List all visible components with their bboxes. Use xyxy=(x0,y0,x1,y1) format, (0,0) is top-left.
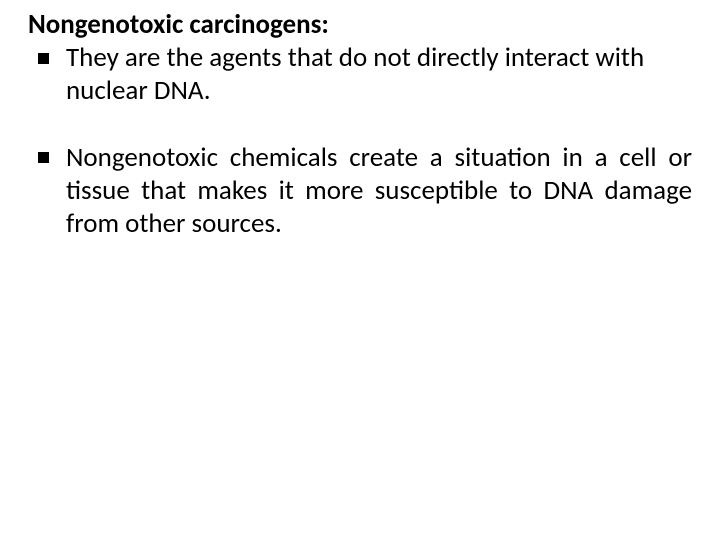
slide-heading: Nongenotoxic carcinogens: xyxy=(28,8,692,42)
bullet-list: They are the agents that do not directly… xyxy=(28,42,692,108)
bullet-item-1: They are the agents that do not directly… xyxy=(28,42,692,108)
bullet-text: They are the agents that do not directly… xyxy=(66,41,644,107)
bullet-text: Nongenotoxic chemicals create a situatio… xyxy=(66,141,692,240)
slide: Nongenotoxic carcinogens: They are the a… xyxy=(0,0,720,540)
paragraph-gap xyxy=(28,108,692,142)
bullet-list: Nongenotoxic chemicals create a situatio… xyxy=(28,142,692,241)
bullet-item-2: Nongenotoxic chemicals create a situatio… xyxy=(28,142,692,241)
